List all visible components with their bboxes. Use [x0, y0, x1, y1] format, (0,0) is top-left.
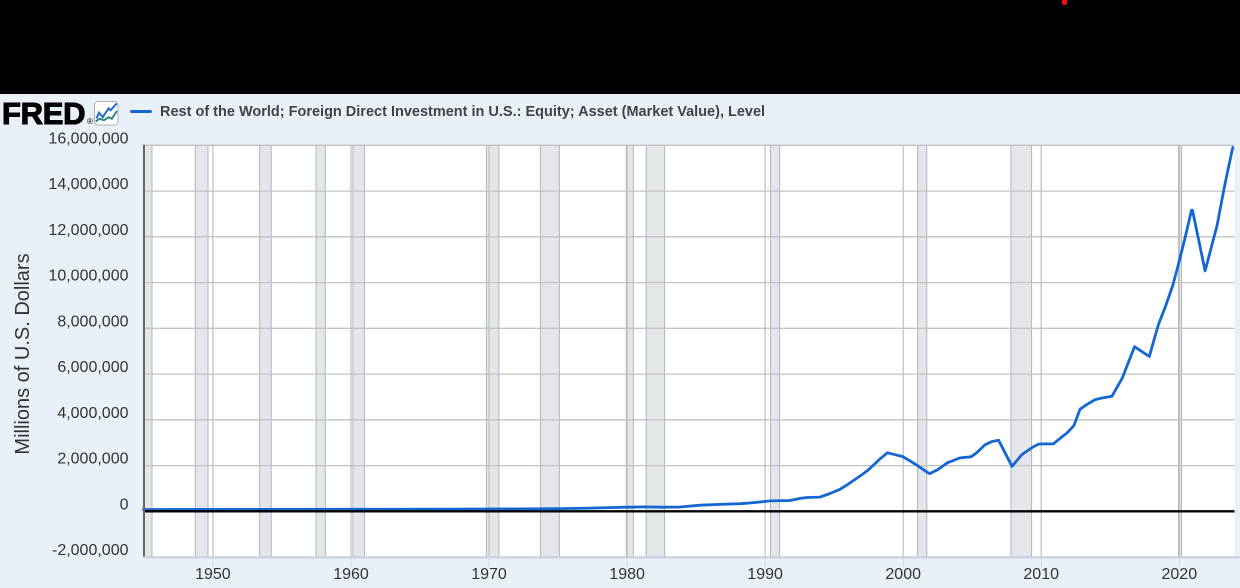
svg-text:Millions of U.S. Dollars: Millions of U.S. Dollars [12, 253, 34, 454]
svg-text:4,000,000: 4,000,000 [57, 405, 128, 422]
svg-text:2,000,000: 2,000,000 [57, 451, 128, 468]
svg-text:1960: 1960 [333, 566, 369, 583]
svg-text:-2,000,000: -2,000,000 [52, 542, 129, 559]
svg-text:0: 0 [120, 496, 129, 513]
svg-text:16,000,000: 16,000,000 [48, 130, 128, 147]
svg-text:6,000,000: 6,000,000 [57, 359, 128, 376]
svg-text:1950: 1950 [195, 566, 231, 583]
svg-text:2010: 2010 [1023, 566, 1059, 583]
svg-text:2020: 2020 [1162, 566, 1198, 583]
svg-text:1970: 1970 [471, 566, 507, 583]
svg-text:1980: 1980 [609, 566, 645, 583]
svg-text:1990: 1990 [747, 566, 783, 583]
svg-text:8,000,000: 8,000,000 [57, 313, 128, 330]
svg-text:14,000,000: 14,000,000 [48, 176, 128, 193]
svg-text:12,000,000: 12,000,000 [48, 222, 128, 239]
svg-text:2000: 2000 [885, 566, 921, 583]
svg-text:10,000,000: 10,000,000 [48, 268, 128, 285]
